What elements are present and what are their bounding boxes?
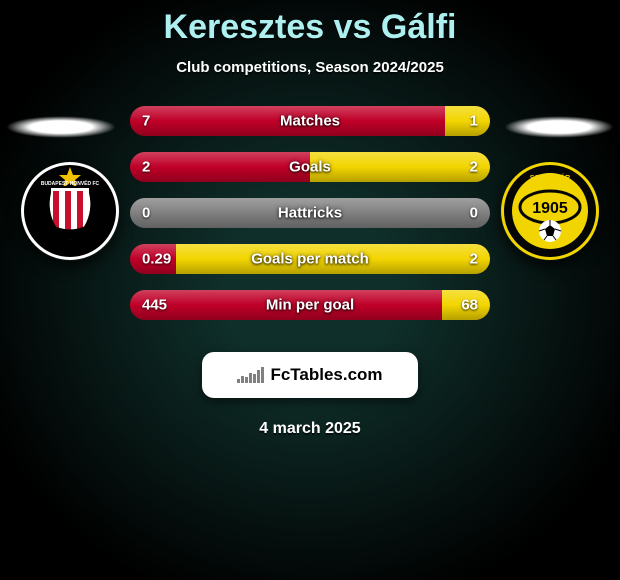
right-team-crest: 1905 SOROKSÁR [500,161,600,261]
comparison-area: BUDAPEST HONVÉD FC 1905 SORO [0,106,620,336]
stat-bar: Goals per match0.292 [130,244,490,274]
stat-bar: Min per goal44568 [130,290,490,320]
stat-bar: Hattricks00 [130,198,490,228]
svg-text:SOROKSÁR: SOROKSÁR [530,173,570,182]
right-shadow [504,116,614,138]
stat-bar: Matches71 [130,106,490,136]
page-title: Keresztes vs Gálfi [0,0,620,47]
page-subtitle: Club competitions, Season 2024/2025 [0,59,620,76]
brand-pill: FcTables.com [202,352,418,398]
brand-chart-icon [237,367,264,383]
stat-bar: Goals22 [130,152,490,182]
stat-bars: Matches71 Goals22 Hattricks00 Goals per mat… [130,106,490,336]
svg-text:1905: 1905 [532,200,568,217]
left-team-crest: BUDAPEST HONVÉD FC [20,161,120,261]
brand-text: FcTables.com [270,365,382,385]
date-text: 4 march 2025 [0,420,620,438]
honved-crest-icon: BUDAPEST HONVÉD FC [20,161,120,261]
svg-text:BUDAPEST HONVÉD FC: BUDAPEST HONVÉD FC [41,179,100,187]
left-shadow [6,116,116,138]
soroksar-crest-icon: 1905 SOROKSÁR [500,161,600,261]
